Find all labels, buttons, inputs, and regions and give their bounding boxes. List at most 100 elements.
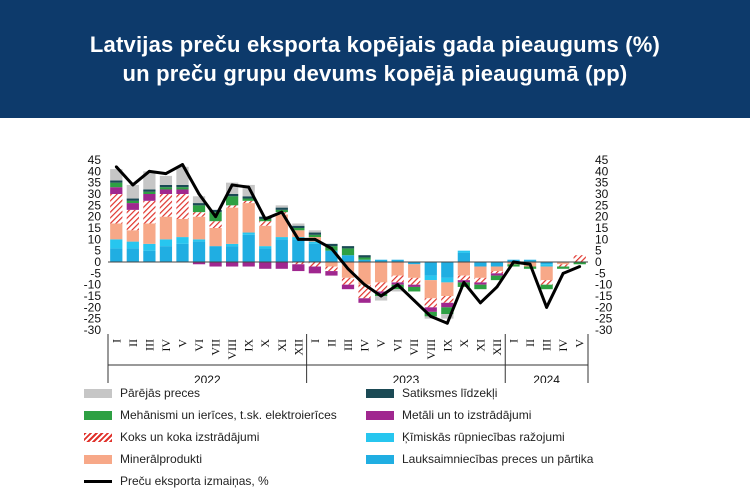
x-tick-15: IV [358,339,372,352]
bar-kimiskas-rupniecibas-razojumi-26 [540,264,553,267]
legend-item-mineral: Minerālprodukti [84,451,202,467]
x-tick-3: IV [159,339,173,352]
line-point-17 [396,283,400,287]
bar-satiksmes-lidzekli-6 [209,209,222,213]
bar-mehanismi-un-ierices-t-sk-elektroierices-20 [441,307,454,315]
bar-mineralprodukti-23 [490,266,504,272]
line-point-11 [296,237,300,241]
bar-koks-un-koka-izstradajumi-1 [126,209,139,231]
y-tick-left-10: 20 [88,210,102,224]
bar-parejas-preces-7 [226,182,239,194]
year-label-2022: 2022 [194,373,221,383]
bar-lauksaimniecibas-preces-un-partika-26 [540,262,553,265]
bar-lauksaimniecibas-preces-un-partika-4 [176,243,189,262]
bars-group [110,166,586,319]
legend-swatch-metali [366,410,394,420]
line-point-1 [131,183,135,187]
bar-parejas-preces-16 [374,296,388,301]
bar-koks-un-koka-izstradajumi-20 [441,296,454,303]
bar-parejas-preces-5 [192,196,206,204]
line-point-22 [479,301,482,305]
x-tick-8: IX [242,339,256,352]
y-tick-right-15: 45 [595,153,609,167]
bar-metali-un-to-izstradajumi-13 [325,271,338,276]
bar-parejas-preces-12 [308,230,322,233]
y-tick-right-6: 0 [595,255,602,269]
line-point-6 [214,215,217,219]
bar-lauksaimniecibas-preces-un-partika-3 [159,246,173,262]
bar-parejas-preces-8 [242,184,255,197]
x-tick-18: VII [407,339,421,356]
bar-mineralprodukti-6 [209,228,222,247]
bar-koks-un-koka-izstradajumi-8 [242,200,255,204]
bar-koks-un-koka-izstradajumi-0 [110,194,123,224]
y-tick-left-12: 30 [88,187,102,201]
y-tick-left-14: 40 [88,164,102,178]
bar-satiksmes-lidzekli-12 [308,232,322,235]
bar-mineralprodukti-8 [242,203,255,233]
line-group [114,163,582,325]
line-point-4 [181,163,184,166]
bar-lauksaimniecibas-preces-un-partika-6 [209,246,222,262]
bar-lauksaimniecibas-preces-un-partika-20 [441,262,454,278]
x-tick-10: XI [275,339,289,352]
x-tick-7: VIII [225,339,239,360]
bar-parejas-preces-1 [126,184,139,199]
legend-swatch-pareji [84,388,112,398]
legend-swatch-kimiskas [366,432,394,442]
bar-lauksaimniecibas-preces-un-partika-2 [143,250,156,262]
legend-swatch-lauks [366,454,394,464]
y-tick-left-11: 25 [88,198,102,212]
bar-mineralprodukti-7 [226,207,239,244]
y-tick-right-7: 5 [595,244,602,258]
bar-lauksaimniecibas-preces-un-partika-21 [457,252,470,262]
y-tick-right-12: 30 [595,187,609,201]
bar-lauksaimniecibas-preces-un-partika-19 [424,262,437,276]
legend-swatch-line [84,479,112,483]
y-tick-left-15: 45 [88,153,102,167]
x-tick-28: V [573,339,587,348]
bar-mineralprodukti-22 [474,266,487,278]
y-tick-left-8: 10 [88,232,102,246]
bar-mehanismi-un-ierices-t-sk-elektroierices-12 [308,234,322,238]
x-tick-0: I [109,339,123,343]
bar-mehanismi-un-ierices-t-sk-elektroierices-26 [540,284,553,290]
bar-metali-un-to-izstradajumi-10 [275,262,288,269]
bar-lauksaimniecibas-preces-un-partika-16 [374,259,388,262]
legend-label-lauks: Lauksaimniecības preces un pārtika [402,452,594,466]
bar-kimiskas-rupniecibas-razojumi-3 [159,239,173,247]
legend-swatch-mineral [84,454,112,464]
bar-mineralprodukti-4 [176,218,189,238]
legend-item-metali: Metāli un to izstrādājumi [366,407,531,423]
legend-swatch-koks [84,432,112,442]
bar-lauksaimniecibas-preces-un-partika-5 [192,241,206,262]
bar-metali-un-to-izstradajumi-12 [308,266,322,274]
bar-koks-un-koka-izstradajumi-3 [159,194,173,217]
bar-kimiskas-rupniecibas-razojumi-7 [226,243,239,247]
bar-mehanismi-un-ierices-t-sk-elektroierices-7 [226,196,239,206]
line-point-24 [512,260,515,264]
line-point-23 [495,285,499,289]
bar-mehanismi-un-ierices-t-sk-elektroierices-14 [341,248,355,256]
x-tick-16: V [374,339,388,348]
bar-koks-un-koka-izstradajumi-4 [176,194,189,219]
bar-koks-un-koka-izstradajumi-17 [391,275,404,283]
bar-metali-un-to-izstradajumi-18 [408,284,421,287]
bar-lauksaimniecibas-preces-un-partika-9 [259,248,272,262]
bar-metali-un-to-izstradajumi-7 [226,262,239,267]
bar-mineralprodukti-9 [259,225,272,247]
bar-kimiskas-rupniecibas-razojumi-20 [441,277,454,283]
bar-mineralprodukti-15 [358,262,371,285]
line-point-20 [445,321,449,325]
bar-mehanismi-un-ierices-t-sk-elektroierices-5 [192,205,206,213]
x-tick-22: XI [473,339,487,352]
legend-label-kimiskas: Ķīmiskās rūpniecības ražojumi [402,430,565,444]
line-point-2 [147,169,151,173]
year-label-2024: 2024 [533,373,560,383]
legend-label-mehanismi: Mehānismi un ierīces, t.sk. elektroierīc… [120,408,337,422]
bar-mehanismi-un-ierices-t-sk-elektroierices-2 [143,191,156,194]
bar-koks-un-koka-izstradajumi-7 [226,205,239,208]
bar-koks-un-koka-izstradajumi-21 [457,275,470,281]
axes-group: -30 -30-25 -25-20 -20-15 -15-10 -10-5 -50 05 510… [84,153,613,383]
bar-lauksaimniecibas-preces-un-partika-15 [358,259,371,262]
